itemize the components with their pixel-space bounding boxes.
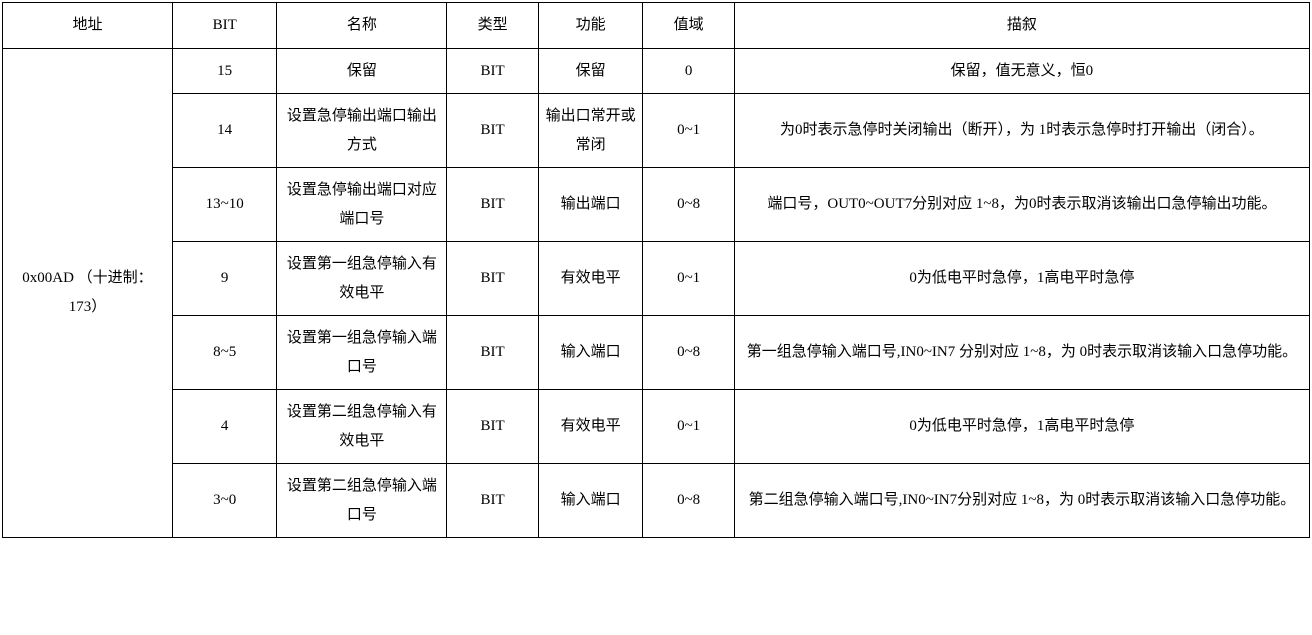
cell-function: 保留	[538, 48, 643, 94]
cell-name: 设置第二组急停输入有效电平	[277, 390, 447, 464]
cell-range: 0~8	[643, 168, 734, 242]
table-body: 0x00AD （十进制：173） 15 保留 BIT 保留 0 保留，值无意义，…	[3, 48, 1310, 538]
cell-desc: 保留，值无意义，恒0	[734, 48, 1309, 94]
cell-type: BIT	[447, 242, 538, 316]
cell-desc: 0为低电平时急停，1高电平时急停	[734, 390, 1309, 464]
table-row: 4 设置第二组急停输入有效电平 BIT 有效电平 0~1 0为低电平时急停，1高…	[3, 390, 1310, 464]
cell-function: 输入端口	[538, 464, 643, 538]
cell-name: 设置第一组急停输入端口号	[277, 316, 447, 390]
cell-bit: 9	[172, 242, 277, 316]
cell-name: 设置急停输出端口对应端口号	[277, 168, 447, 242]
table-header-row: 地址 BIT 名称 类型 功能 值域 描叙	[3, 3, 1310, 49]
cell-function: 有效电平	[538, 242, 643, 316]
cell-function: 输出口常开或常闭	[538, 94, 643, 168]
cell-bit: 13~10	[172, 168, 277, 242]
cell-bit: 4	[172, 390, 277, 464]
cell-type: BIT	[447, 94, 538, 168]
cell-function: 输出端口	[538, 168, 643, 242]
table-row: 0x00AD （十进制：173） 15 保留 BIT 保留 0 保留，值无意义，…	[3, 48, 1310, 94]
header-bit: BIT	[172, 3, 277, 49]
cell-type: BIT	[447, 464, 538, 538]
cell-range: 0~8	[643, 464, 734, 538]
header-address: 地址	[3, 3, 173, 49]
cell-desc: 第一组急停输入端口号,IN0~IN7 分别对应 1~8，为 0时表示取消该输入口…	[734, 316, 1309, 390]
cell-function: 有效电平	[538, 390, 643, 464]
cell-type: BIT	[447, 48, 538, 94]
cell-desc: 端口号，OUT0~OUT7分别对应 1~8，为0时表示取消该输出口急停输出功能。	[734, 168, 1309, 242]
cell-range: 0~1	[643, 242, 734, 316]
cell-name: 设置第一组急停输入有效电平	[277, 242, 447, 316]
table-row: 14 设置急停输出端口输出方式 BIT 输出口常开或常闭 0~1 为0时表示急停…	[3, 94, 1310, 168]
cell-bit: 8~5	[172, 316, 277, 390]
cell-bit: 3~0	[172, 464, 277, 538]
cell-type: BIT	[447, 390, 538, 464]
cell-name: 设置急停输出端口输出方式	[277, 94, 447, 168]
table-row: 13~10 设置急停输出端口对应端口号 BIT 输出端口 0~8 端口号，OUT…	[3, 168, 1310, 242]
cell-bit: 14	[172, 94, 277, 168]
cell-name: 设置第二组急停输入端口号	[277, 464, 447, 538]
table-row: 3~0 设置第二组急停输入端口号 BIT 输入端口 0~8 第二组急停输入端口号…	[3, 464, 1310, 538]
cell-range: 0	[643, 48, 734, 94]
cell-type: BIT	[447, 316, 538, 390]
header-name: 名称	[277, 3, 447, 49]
cell-desc: 为0时表示急停时关闭输出（断开），为 1时表示急停时打开输出（闭合）。	[734, 94, 1309, 168]
header-desc: 描叙	[734, 3, 1309, 49]
cell-range: 0~1	[643, 94, 734, 168]
cell-bit: 15	[172, 48, 277, 94]
cell-desc: 0为低电平时急停，1高电平时急停	[734, 242, 1309, 316]
header-function: 功能	[538, 3, 643, 49]
table-row: 9 设置第一组急停输入有效电平 BIT 有效电平 0~1 0为低电平时急停，1高…	[3, 242, 1310, 316]
register-table: 地址 BIT 名称 类型 功能 值域 描叙 0x00AD （十进制：173） 1…	[2, 2, 1310, 538]
cell-range: 0~1	[643, 390, 734, 464]
cell-address: 0x00AD （十进制：173）	[3, 48, 173, 538]
table-row: 8~5 设置第一组急停输入端口号 BIT 输入端口 0~8 第一组急停输入端口号…	[3, 316, 1310, 390]
cell-name: 保留	[277, 48, 447, 94]
cell-type: BIT	[447, 168, 538, 242]
cell-function: 输入端口	[538, 316, 643, 390]
cell-desc: 第二组急停输入端口号,IN0~IN7分别对应 1~8，为 0时表示取消该输入口急…	[734, 464, 1309, 538]
header-type: 类型	[447, 3, 538, 49]
header-range: 值域	[643, 3, 734, 49]
cell-range: 0~8	[643, 316, 734, 390]
